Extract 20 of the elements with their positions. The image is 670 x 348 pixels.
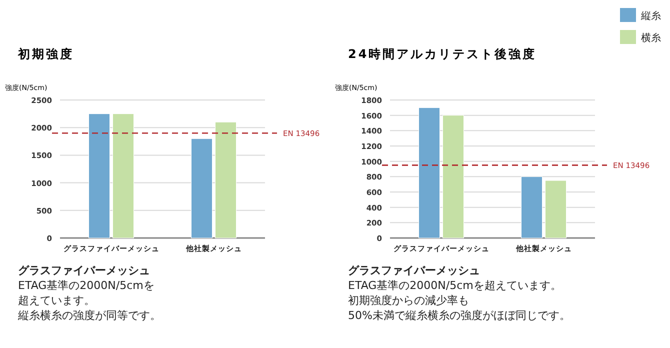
text: 50%未満で縦糸横糸の強度がほぼ同じです。: [348, 309, 570, 322]
text: ETAG基準の2000N/5cmを超えています。: [348, 279, 562, 292]
text: 超えています。: [18, 294, 95, 307]
text: 縦糸横糸の強度が同等です。: [17, 309, 161, 322]
bar: [418, 107, 440, 238]
bar: [112, 114, 134, 238]
bar: [191, 138, 212, 238]
chart-title: 初期強度: [17, 47, 74, 61]
legend-label: 縦糸: [640, 10, 661, 22]
bar: [545, 180, 566, 238]
bar: [88, 114, 110, 238]
text: 初期強度からの減少率も: [348, 294, 469, 307]
bar: [442, 115, 464, 238]
bar: [215, 122, 236, 238]
legend-label: 横糸: [641, 32, 661, 44]
text: グラスファイバーメッシュ: [348, 264, 480, 277]
bar: [521, 176, 542, 238]
text: グラスファイバーメッシュ: [18, 264, 150, 277]
text: ETAG基準の2000N/5cmを: [18, 279, 154, 292]
chart-title: 24時間アルカリテスト後強度: [348, 47, 537, 61]
